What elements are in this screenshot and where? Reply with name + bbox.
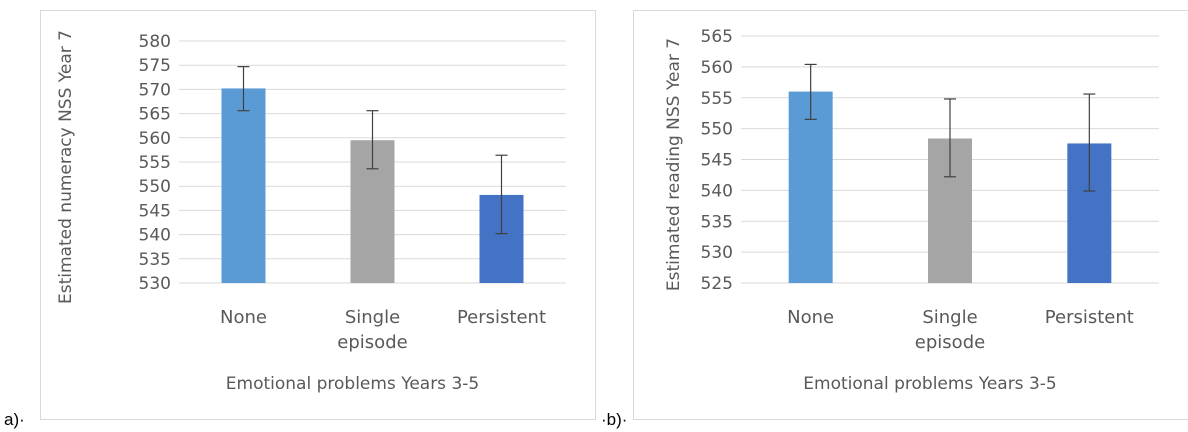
reading-bar-none <box>788 91 833 283</box>
numeracy-category-label-line: episode <box>337 332 407 353</box>
numeracy-bar-none <box>221 88 266 283</box>
chart-numeracy: 530 535 540 545 550 555 560 565 570 575 580 None Sin… <box>40 10 596 420</box>
numeracy-y-tick-label: 580 <box>139 32 171 52</box>
numeracy-category-label-line: Persistent <box>457 307 546 328</box>
reading-y-tick-label: 545 <box>701 151 733 171</box>
numeracy-category-label-line: None <box>220 307 267 328</box>
reading-category-label-none: None <box>787 307 834 328</box>
reading-category-label-line: Single <box>922 307 977 328</box>
reading-category-label-single-episode: Single episode <box>915 307 985 353</box>
chart-numeracy-svg: 530 535 540 545 550 555 560 565 570 575 580 None Sin… <box>56 30 566 394</box>
numeracy-x-axis-title: Emotional problems Years 3-5 <box>226 374 479 394</box>
panel-label-a: a)· <box>4 410 25 429</box>
reading-category-label-line: Persistent <box>1045 307 1134 328</box>
reading-y-tick-label: 555 <box>701 89 733 109</box>
reading-x-axis-title: Emotional problems Years 3-5 <box>803 374 1056 394</box>
numeracy-category-label-persistent: Persistent <box>457 307 546 328</box>
panel-label-b: ·b)· <box>601 410 628 429</box>
numeracy-y-tick-label: 540 <box>139 226 171 246</box>
numeracy-y-tick-label: 575 <box>139 56 171 76</box>
reading-y-tick-label: 530 <box>701 243 733 263</box>
reading-y-tick-label: 535 <box>701 212 733 232</box>
numeracy-category-label-single-episode: Single episode <box>337 307 407 353</box>
numeracy-y-tick-label: 565 <box>139 105 171 125</box>
reading-category-label-persistent: Persistent <box>1045 307 1134 328</box>
numeracy-y-tick-label: 570 <box>139 80 171 100</box>
reading-category-label-line: episode <box>915 332 985 353</box>
reading-y-tick-label: 565 <box>701 27 733 47</box>
numeracy-category-label-line: Single <box>345 307 400 328</box>
numeracy-y-tick-label: 535 <box>139 250 171 270</box>
reading-category-label-line: None <box>787 307 834 328</box>
numeracy-y-tick-label: 530 <box>139 274 171 294</box>
reading-y-tick-label: 525 <box>701 274 733 294</box>
numeracy-category-label-none: None <box>220 307 267 328</box>
numeracy-y-tick-label: 560 <box>139 129 171 149</box>
reading-y-tick-label: 550 <box>701 120 733 140</box>
reading-y-axis-title: Estimated reading NSS Year 7 <box>664 38 684 291</box>
numeracy-y-axis-title: Estimated numeracy NSS Year 7 <box>56 30 76 304</box>
reading-y-tick-label: 540 <box>701 181 733 201</box>
numeracy-y-tick-label: 545 <box>139 201 171 221</box>
reading-y-tick-label: 560 <box>701 58 733 78</box>
chart-reading: 525 530 535 540 545 550 555 560 565 None Single epi… <box>633 10 1188 420</box>
chart-reading-svg: 525 530 535 540 545 550 555 560 565 None Single epi… <box>664 27 1159 394</box>
numeracy-y-tick-label: 555 <box>139 153 171 173</box>
numeracy-y-tick-label: 550 <box>139 177 171 197</box>
